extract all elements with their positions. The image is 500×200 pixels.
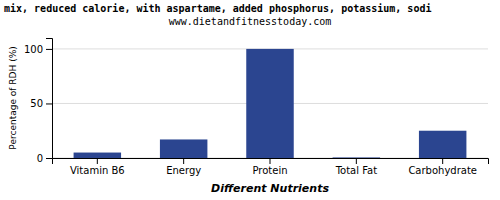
chart-container: mix, reduced calorie, with aspartame, ad… (0, 0, 500, 200)
x-tick-mark (97, 158, 98, 164)
chart: mix, reduced calorie, with aspartame, ad… (0, 0, 500, 200)
y-tick: 50 (30, 98, 52, 109)
bar (419, 131, 466, 158)
y-axis: 0 50 100 (24, 39, 53, 164)
plot-area: 0 50 100 Vitamin B6 Energy Protein Total Fat Ca… (8, 39, 489, 196)
y-tick: 100 (24, 44, 52, 55)
grid (52, 49, 488, 158)
x-tick-mark (356, 158, 357, 164)
x-tick-mark (442, 158, 443, 164)
x-tick: Protein (252, 158, 287, 176)
y-axis-line (46, 39, 53, 159)
y-tick: 0 (37, 153, 52, 164)
y-tick-label: 50 (30, 98, 43, 109)
x-tick-label: Carbohydrate (408, 165, 477, 176)
x-tick-label: Total Fat (335, 165, 377, 176)
title: mix, reduced calorie, with aspartame, ad… (4, 3, 431, 14)
x-tick-mark (270, 158, 271, 164)
bar (333, 157, 380, 158)
subtitle: www.dietandfitnesstoday.com (169, 16, 332, 27)
x-tick-mark (183, 158, 184, 164)
y-tick-mark (46, 103, 52, 104)
x-axis-title: Different Nutrients (211, 182, 329, 195)
y-axis-title: Percentage of RDH (%) (8, 46, 18, 149)
y-tick-label: 0 (37, 153, 43, 164)
x-axis: Vitamin B6 Energy Protein Total Fat Carbohyd… (53, 158, 489, 176)
bar (246, 49, 293, 158)
x-tick: Carbohydrate (408, 158, 477, 176)
bar (74, 153, 121, 158)
bars (74, 49, 467, 158)
x-tick: Vitamin B6 (70, 158, 125, 176)
y-tick-mark (46, 158, 52, 159)
y-tick-mark (46, 49, 52, 50)
bar (160, 139, 207, 158)
x-tick-label: Vitamin B6 (70, 165, 125, 176)
x-axis-line (53, 159, 489, 165)
x-tick-label: Energy (166, 165, 201, 176)
x-tick: Total Fat (335, 158, 377, 176)
x-tick-label: Protein (252, 165, 287, 176)
x-tick: Energy (166, 158, 201, 176)
y-tick-label: 100 (24, 44, 43, 55)
